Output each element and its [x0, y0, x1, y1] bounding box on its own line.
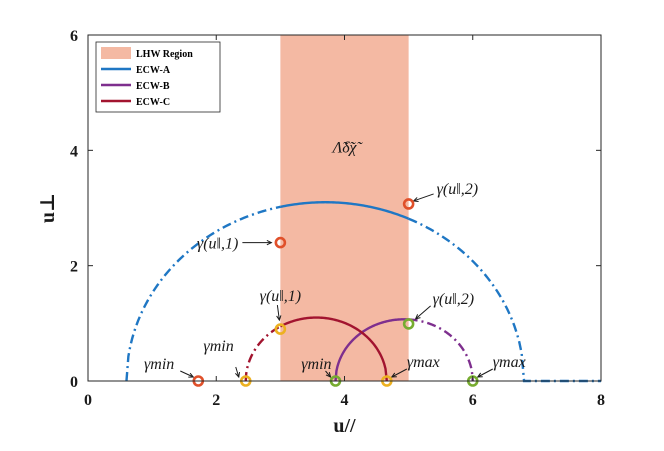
annotation-arrow	[415, 305, 431, 320]
annotation-arrow	[391, 368, 408, 378]
series-curves	[125, 201, 601, 383]
annotation-label: γ(u‖,2)	[433, 291, 474, 308]
annotation-label: γ(u‖,1)	[260, 288, 301, 305]
y-tick-label: 0	[70, 374, 78, 391]
annotation-arrow	[325, 370, 331, 378]
annotation-arrowhead	[276, 315, 282, 322]
x-axis-label: u//	[333, 415, 356, 437]
legend-label: ECW-A	[136, 65, 171, 76]
legend-label: ECW-C	[136, 97, 170, 108]
x-tick-label: 4	[341, 392, 349, 409]
series-1-marker-1	[402, 318, 415, 330]
annotation-label: γmin	[203, 338, 233, 355]
annotation-arrow	[477, 368, 493, 378]
axis-ticks: 0 2 4 6 8 0 2 4 6	[70, 28, 605, 409]
annotation-label: γmax	[493, 354, 526, 371]
y-tick-label: 4	[70, 143, 78, 160]
y-axis-label: u⊥	[37, 193, 59, 223]
annotation-label: γmin	[144, 356, 174, 373]
legend: LHW Region ECW-A ECW-B ECW-C	[95, 41, 221, 113]
y-tick-label: 6	[70, 28, 78, 45]
legend-label: ECW-B	[136, 81, 170, 92]
x-tick-label: 0	[84, 392, 92, 409]
annotation-label: γ(u‖,2)	[437, 181, 478, 198]
legend-swatch-region	[101, 47, 131, 59]
series-2-solid	[279, 316, 389, 382]
annotation-arrowhead	[325, 372, 332, 378]
annotation-arrow	[413, 193, 434, 202]
lhw-region-shading	[280, 35, 409, 381]
x-tick-label: 6	[469, 392, 477, 409]
annotation-arrow	[276, 305, 280, 321]
region-label: Λ̃δ̃χ̃	[331, 139, 364, 156]
annotation-arrow	[235, 366, 240, 378]
series-0-marker-2	[402, 198, 415, 210]
annotation-arrowhead	[412, 197, 419, 203]
series-1-dashed-0	[408, 318, 474, 382]
series-0-solid	[280, 201, 410, 220]
x-tick-label: 2	[212, 392, 220, 409]
annotations: γ(u‖,2) γ(u‖,1) γ(u‖,1) γ(u‖,2) γmin γmin γmin…	[144, 181, 526, 379]
annotation-arrowhead	[188, 372, 195, 378]
annotation-arrowhead	[390, 372, 397, 378]
annotation-label: γmax	[407, 354, 440, 371]
series-0-marker-1	[274, 236, 287, 249]
series-2-dashed-0	[244, 325, 281, 382]
annotation-arrowhead	[476, 372, 483, 378]
annotation-arrowhead	[235, 371, 241, 379]
annotation-label: γmin	[301, 356, 331, 373]
annotation-arrowhead	[266, 239, 273, 246]
series-2-marker-1	[274, 323, 287, 335]
annotation-label: γ(u‖,1)	[197, 236, 238, 253]
x-tick-label: 8	[597, 392, 605, 409]
legend-label: LHW Region	[136, 49, 193, 60]
annotation-arrowhead	[414, 314, 421, 320]
series-1-solid	[334, 318, 409, 382]
annotation-arrow	[180, 370, 194, 378]
y-tick-label: 2	[70, 259, 78, 276]
